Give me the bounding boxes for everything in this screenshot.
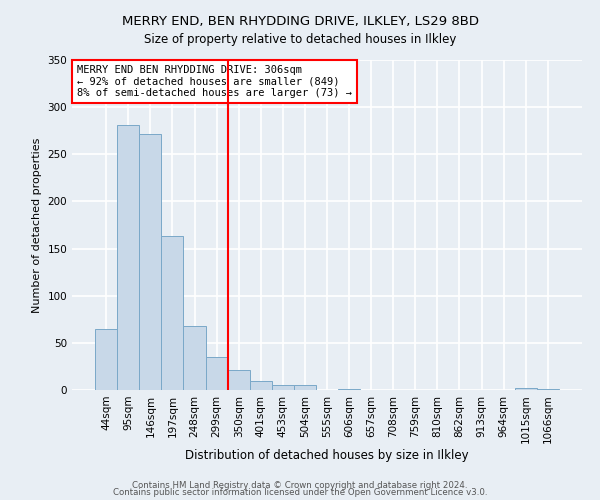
Bar	[227, 370, 250, 390]
Text: MERRY END BEN RHYDDING DRIVE: 306sqm
← 92% of detached houses are smaller (849)
: MERRY END BEN RHYDDING DRIVE: 306sqm ← 9…	[77, 65, 352, 98]
Bar	[515, 388, 537, 390]
Bar	[537, 389, 559, 390]
Bar	[139, 134, 161, 390]
Bar	[294, 386, 316, 390]
Bar	[206, 357, 227, 390]
Bar	[338, 389, 360, 390]
X-axis label: Distribution of detached houses by size in Ilkley: Distribution of detached houses by size …	[185, 449, 469, 462]
Bar	[95, 328, 117, 390]
Bar	[272, 386, 294, 390]
Text: MERRY END, BEN RHYDDING DRIVE, ILKLEY, LS29 8BD: MERRY END, BEN RHYDDING DRIVE, ILKLEY, L…	[121, 15, 479, 28]
Bar	[161, 236, 184, 390]
Text: Contains HM Land Registry data © Crown copyright and database right 2024.: Contains HM Land Registry data © Crown c…	[132, 480, 468, 490]
Bar	[117, 125, 139, 390]
Bar	[250, 380, 272, 390]
Y-axis label: Number of detached properties: Number of detached properties	[32, 138, 42, 312]
Text: Contains public sector information licensed under the Open Government Licence v3: Contains public sector information licen…	[113, 488, 487, 497]
Bar	[184, 326, 206, 390]
Text: Size of property relative to detached houses in Ilkley: Size of property relative to detached ho…	[144, 32, 456, 46]
